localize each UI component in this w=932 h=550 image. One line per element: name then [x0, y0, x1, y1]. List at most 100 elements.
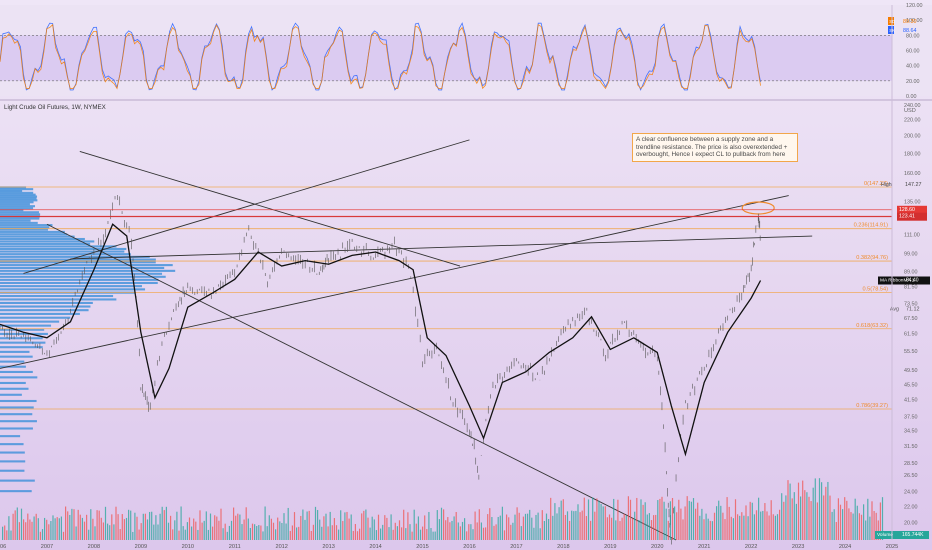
volume-bar	[606, 517, 608, 540]
volume-bar	[243, 519, 245, 540]
volume-bar	[760, 511, 762, 540]
volume-bar	[356, 531, 359, 540]
volume-profile-bar	[0, 217, 40, 220]
volume-bar	[485, 527, 487, 540]
volume-bar	[854, 498, 856, 540]
volume-bar	[713, 512, 716, 540]
volume-bar	[178, 530, 180, 540]
volume-bar	[690, 501, 692, 540]
volume-bar	[449, 522, 451, 540]
volume-profile-bar	[0, 301, 93, 304]
volume-bar	[27, 513, 29, 540]
price-y-tick: 55.50	[904, 349, 918, 355]
volume-bar	[222, 528, 224, 540]
volume-bar	[516, 507, 518, 540]
volume-bar	[451, 520, 453, 540]
volume-bar	[797, 482, 800, 540]
volume-bar	[860, 514, 863, 540]
volume-bar	[176, 511, 178, 540]
volume-bar	[480, 522, 482, 540]
volume-profile-bar	[0, 294, 114, 298]
volume-bar	[88, 529, 90, 540]
price-y-tick: 41.50	[904, 398, 918, 404]
volume-profile-bar	[0, 350, 30, 353]
volume-bar	[224, 523, 226, 540]
volume-bar	[770, 500, 772, 540]
volume-bar	[251, 523, 254, 540]
x-tick: 2012	[275, 544, 287, 550]
volume-profile-bar	[0, 221, 38, 224]
volume-bar	[821, 482, 823, 540]
price-label-high-value: 147.27	[905, 182, 922, 188]
volume-profile-bar	[0, 245, 117, 248]
price-y-tick: 240.00	[904, 103, 921, 109]
oscillator-badge-swatch	[888, 26, 894, 34]
price-y-tick: 180.00	[904, 151, 921, 157]
volume-bar	[590, 520, 592, 540]
volume-bar	[434, 531, 436, 540]
volume-bar	[417, 516, 419, 540]
volume-profile-bar	[0, 435, 21, 438]
volume-bar	[138, 529, 140, 540]
volume-bar	[533, 527, 535, 540]
volume-bar	[701, 508, 703, 540]
volume-bar	[426, 529, 428, 540]
annotation-note[interactable]: A clear confluence between a supply zone…	[632, 133, 798, 162]
volume-bar	[844, 497, 846, 540]
volume-bar	[682, 519, 684, 540]
volume-bar	[306, 511, 308, 540]
volume-bar	[90, 509, 92, 540]
volume-bar	[478, 509, 480, 540]
volume-bar	[522, 516, 524, 540]
price-y-tick: 37.50	[904, 415, 918, 421]
volume-bar	[214, 515, 216, 540]
volume-profile-bar	[0, 188, 34, 191]
volume-bar	[321, 526, 323, 540]
volume-bar	[413, 509, 415, 540]
volume-bar	[724, 519, 726, 540]
volume-bar	[781, 493, 783, 540]
volume-bar	[319, 519, 321, 540]
volume-bar	[245, 507, 247, 540]
volume-bar	[272, 522, 275, 540]
volume-bar	[140, 523, 142, 540]
volume-bar	[823, 495, 825, 540]
volume-bar	[411, 531, 413, 540]
volume-profile-bar	[0, 247, 127, 251]
volume-bar	[623, 513, 625, 540]
volume-bar	[737, 514, 739, 540]
volume-bar	[881, 497, 884, 540]
volume-bar	[405, 528, 407, 540]
currency-label: USD	[904, 108, 916, 114]
volume-bar	[730, 516, 732, 540]
volume-bar	[795, 503, 797, 540]
volume-bar	[285, 523, 287, 540]
volume-profile-bar	[0, 332, 48, 335]
volume-profile-bar	[0, 305, 91, 308]
price-y-tick: 31.50	[904, 444, 918, 450]
price-y-tick: 45.50	[904, 382, 918, 388]
volume-bar	[440, 507, 443, 540]
price-y-tick: 73.50	[904, 302, 918, 308]
volume-bar	[25, 522, 27, 540]
volume-bar	[69, 514, 71, 540]
volume-profile-bar	[0, 266, 165, 270]
volume-bar	[539, 528, 541, 540]
volume-bar	[632, 518, 634, 540]
volume-bar	[98, 510, 100, 540]
volume-bar	[220, 508, 222, 540]
volume-bar	[875, 512, 877, 540]
volume-profile-bar	[0, 288, 146, 291]
price-y-tick: 160.00	[904, 171, 921, 177]
volume-bar	[865, 520, 867, 540]
volume-profile-bar	[0, 230, 65, 233]
volume-bar	[808, 496, 810, 540]
volume-bar	[39, 531, 41, 540]
volume-bar	[18, 522, 20, 540]
x-tick: 2021	[698, 544, 710, 550]
price-y-tick: 26.50	[904, 473, 918, 479]
volume-label-value: 165.744K	[902, 532, 924, 538]
volume-bar	[195, 521, 197, 540]
